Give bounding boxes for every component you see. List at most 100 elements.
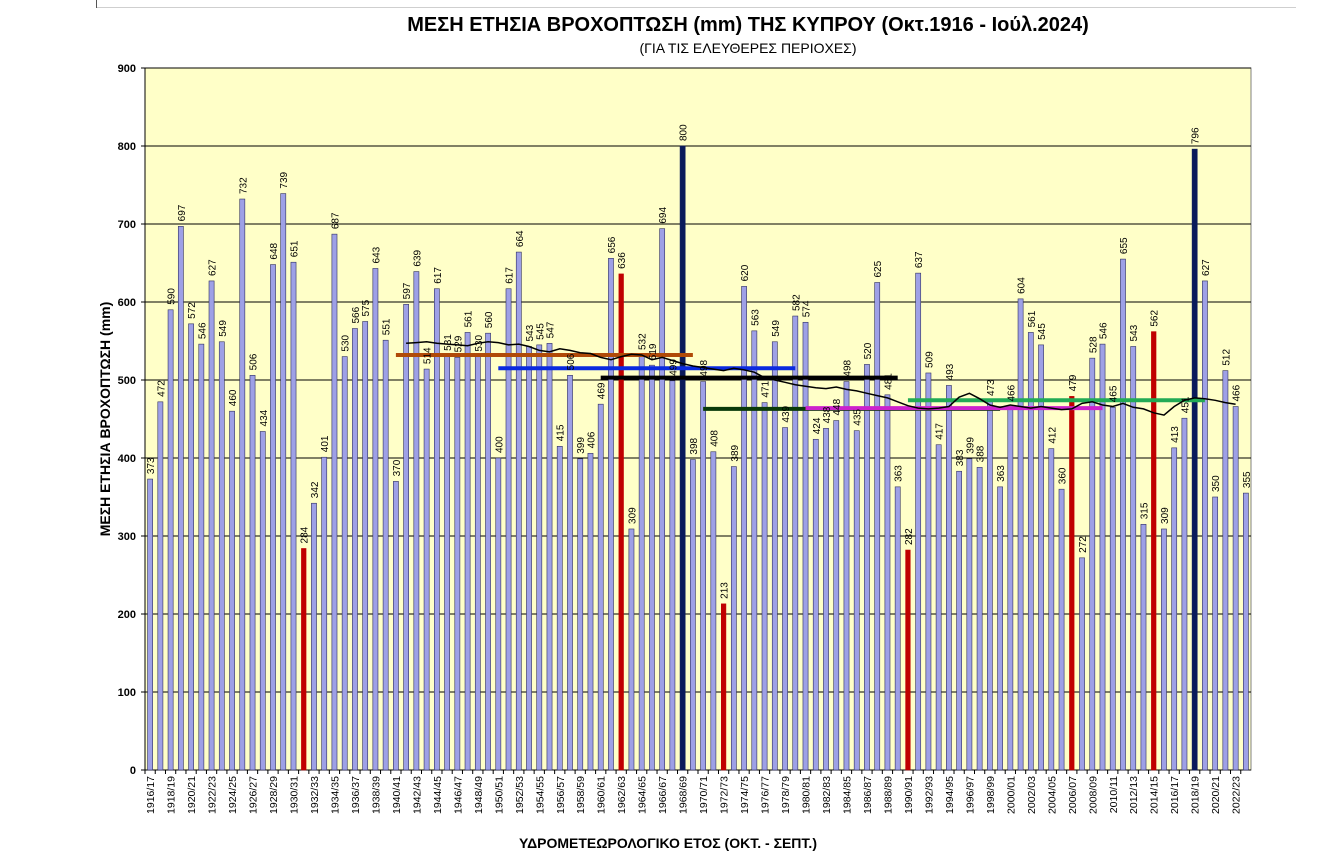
x-tick-label: 1968/69 <box>678 776 690 814</box>
x-tick-label: 1978/79 <box>780 776 792 814</box>
bar <box>679 145 686 771</box>
data-label: 572 <box>187 302 198 319</box>
data-label: 582 <box>791 294 802 311</box>
bar <box>935 444 942 771</box>
data-label: 664 <box>515 230 526 247</box>
bar <box>485 332 491 771</box>
data-label: 651 <box>289 240 300 257</box>
data-label: 687 <box>330 212 341 229</box>
data-label: 506 <box>249 353 260 370</box>
data-label: 498 <box>699 359 710 376</box>
bar <box>352 328 358 771</box>
data-label: 413 <box>1170 426 1181 443</box>
data-label: 617 <box>505 267 516 284</box>
x-tick-label: 1976/77 <box>760 776 772 814</box>
x-tick-label: 1946/47 <box>452 776 464 814</box>
x-tick-label: 1988/89 <box>882 776 894 814</box>
data-label: 451 <box>1180 396 1191 413</box>
x-tick-label: 1952/53 <box>514 776 526 814</box>
data-label: 493 <box>945 363 956 380</box>
data-label: 694 <box>658 207 669 224</box>
bar <box>1171 447 1178 771</box>
bar <box>321 456 328 771</box>
bar <box>495 457 502 771</box>
bar <box>331 233 338 771</box>
moving-average-line <box>406 341 1236 416</box>
bar <box>188 323 194 771</box>
bar <box>577 458 584 771</box>
x-tick-label: 1998/99 <box>985 776 997 814</box>
x-tick-label: 2008/09 <box>1087 776 1099 814</box>
data-label: 545 <box>1037 323 1048 340</box>
data-label: 438 <box>822 406 833 423</box>
bar <box>403 304 409 771</box>
data-label: 597 <box>402 282 413 299</box>
data-label: 408 <box>709 430 720 447</box>
bar <box>638 354 645 771</box>
data-label: 424 <box>812 417 823 434</box>
x-tick-label: 1916/17 <box>145 776 157 814</box>
data-label: 399 <box>965 437 976 454</box>
data-label: 389 <box>730 444 741 461</box>
data-label: 546 <box>1099 322 1110 339</box>
data-label: 309 <box>627 507 638 524</box>
data-label: 655 <box>1119 237 1130 254</box>
bar <box>946 385 952 771</box>
data-label: 620 <box>740 264 751 281</box>
bar <box>915 272 922 771</box>
chart-subtitle: (ΓΙΑ ΤΙΣ ΕΛΕΥΘΕΡΕΣ ΠΕΡΙΟΧΕΣ) <box>639 40 857 56</box>
bar <box>905 549 911 771</box>
data-label: 373 <box>146 457 157 474</box>
bar <box>536 344 543 771</box>
bar <box>597 403 604 771</box>
data-label: 498 <box>842 359 853 376</box>
x-tick-label: 1924/25 <box>227 776 239 814</box>
x-tick-label: 1930/31 <box>288 776 300 814</box>
data-label: 639 <box>412 249 423 266</box>
y-tick-label: 100 <box>118 687 136 699</box>
data-label: 636 <box>617 252 628 269</box>
x-tick-label: 1984/85 <box>841 776 853 814</box>
bar <box>1232 406 1239 771</box>
data-label: 466 <box>1232 384 1243 401</box>
x-tick-label: 1954/55 <box>534 776 546 814</box>
x-tick-label: 2002/03 <box>1026 776 1038 814</box>
bar <box>556 445 563 771</box>
data-label: 562 <box>1150 310 1161 327</box>
bar <box>1038 344 1044 771</box>
bar <box>669 380 676 771</box>
data-label: 547 <box>546 321 557 338</box>
bar <box>505 288 512 771</box>
bar <box>782 427 788 771</box>
x-tick-label: 1932/33 <box>309 776 321 814</box>
data-label: 528 <box>1088 336 1099 353</box>
data-label: 439 <box>781 405 792 422</box>
y-tick-label: 600 <box>118 297 136 309</box>
bar <box>280 193 287 771</box>
bar <box>1243 492 1249 771</box>
bar <box>741 286 747 771</box>
data-label: 370 <box>392 459 403 476</box>
bar <box>1181 417 1188 771</box>
bar <box>864 364 870 771</box>
data-label: 434 <box>259 409 270 426</box>
data-label: 400 <box>494 436 505 453</box>
data-label: 309 <box>1160 507 1171 524</box>
data-label: 479 <box>1068 374 1079 391</box>
data-label: 543 <box>525 324 536 341</box>
data-label: 360 <box>1058 467 1069 484</box>
bar <box>229 410 235 771</box>
data-label: 448 <box>832 398 843 415</box>
bar <box>526 346 532 771</box>
y-tick-label: 900 <box>118 63 136 75</box>
bar <box>515 251 522 771</box>
data-label: 545 <box>535 323 546 340</box>
y-tick-label: 700 <box>118 219 136 231</box>
bar <box>434 288 440 771</box>
bar <box>177 226 184 771</box>
x-tick-label: 1994/95 <box>944 776 956 814</box>
x-tick-label: 2006/07 <box>1067 776 1079 814</box>
data-label: 509 <box>924 351 935 368</box>
bar <box>690 459 696 771</box>
